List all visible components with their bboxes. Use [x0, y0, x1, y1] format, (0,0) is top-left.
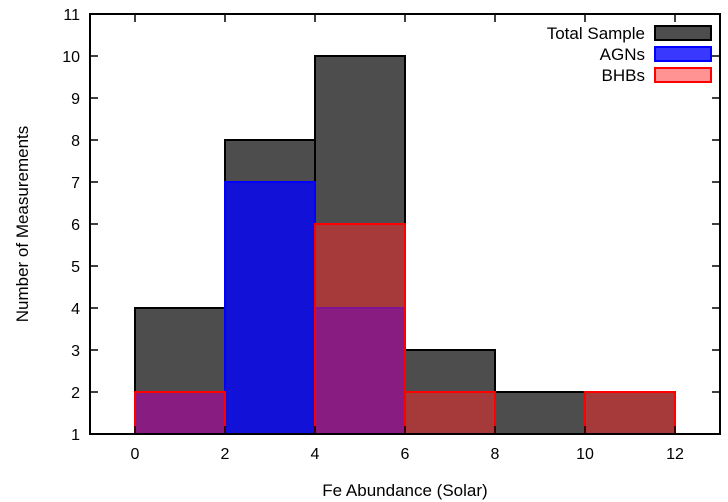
- x-tick-label-1: 2: [221, 446, 230, 463]
- x-tick-label-3: 6: [401, 446, 410, 463]
- x-tick-label-5: 10: [576, 446, 594, 463]
- bar-agns-1: [224, 181, 316, 435]
- y-tick-label-5: 6: [71, 217, 80, 234]
- y-tick-label-0: 1: [71, 427, 80, 444]
- bar-bhbs-0: [134, 391, 226, 435]
- legend-label-0: Total Sample: [547, 24, 645, 43]
- y-tick-label-9: 10: [62, 49, 80, 66]
- y-tick-label-2: 3: [71, 343, 80, 360]
- y-tick-label-3: 4: [71, 301, 80, 318]
- legend-swatch-2: [654, 67, 712, 83]
- bars-layer: [134, 55, 676, 435]
- y-axis-title: Number of Measurements: [13, 126, 32, 323]
- bar-bhbs-1: [314, 223, 406, 435]
- ticks-layer: [90, 13, 720, 435]
- y-tick-label-7: 8: [71, 133, 80, 150]
- legend-swatch-1: [654, 46, 712, 62]
- y-tick-label-6: 7: [71, 175, 80, 192]
- legend-swatch-0: [654, 25, 712, 41]
- y-tick-label-8: 9: [71, 91, 80, 108]
- x-tick-label-6: 12: [666, 446, 684, 463]
- legend-label-1: AGNs: [600, 45, 645, 64]
- x-axis-title: Fe Abundance (Solar): [322, 481, 487, 500]
- x-tick-label-0: 0: [131, 446, 140, 463]
- bar-bhbs-2: [404, 391, 496, 435]
- y-tick-label-4: 5: [71, 259, 80, 276]
- y-tick-label-10: 11: [63, 7, 80, 24]
- legend: Total Sample AGNs BHBs: [547, 24, 712, 85]
- x-tick-label-2: 4: [311, 446, 320, 463]
- legend-label-2: BHBs: [602, 66, 645, 85]
- bar-total-sample-4: [494, 391, 586, 435]
- bar-bhbs-3: [584, 391, 676, 435]
- x-tick-label-4: 8: [491, 446, 500, 463]
- y-tick-label-1: 2: [71, 385, 80, 402]
